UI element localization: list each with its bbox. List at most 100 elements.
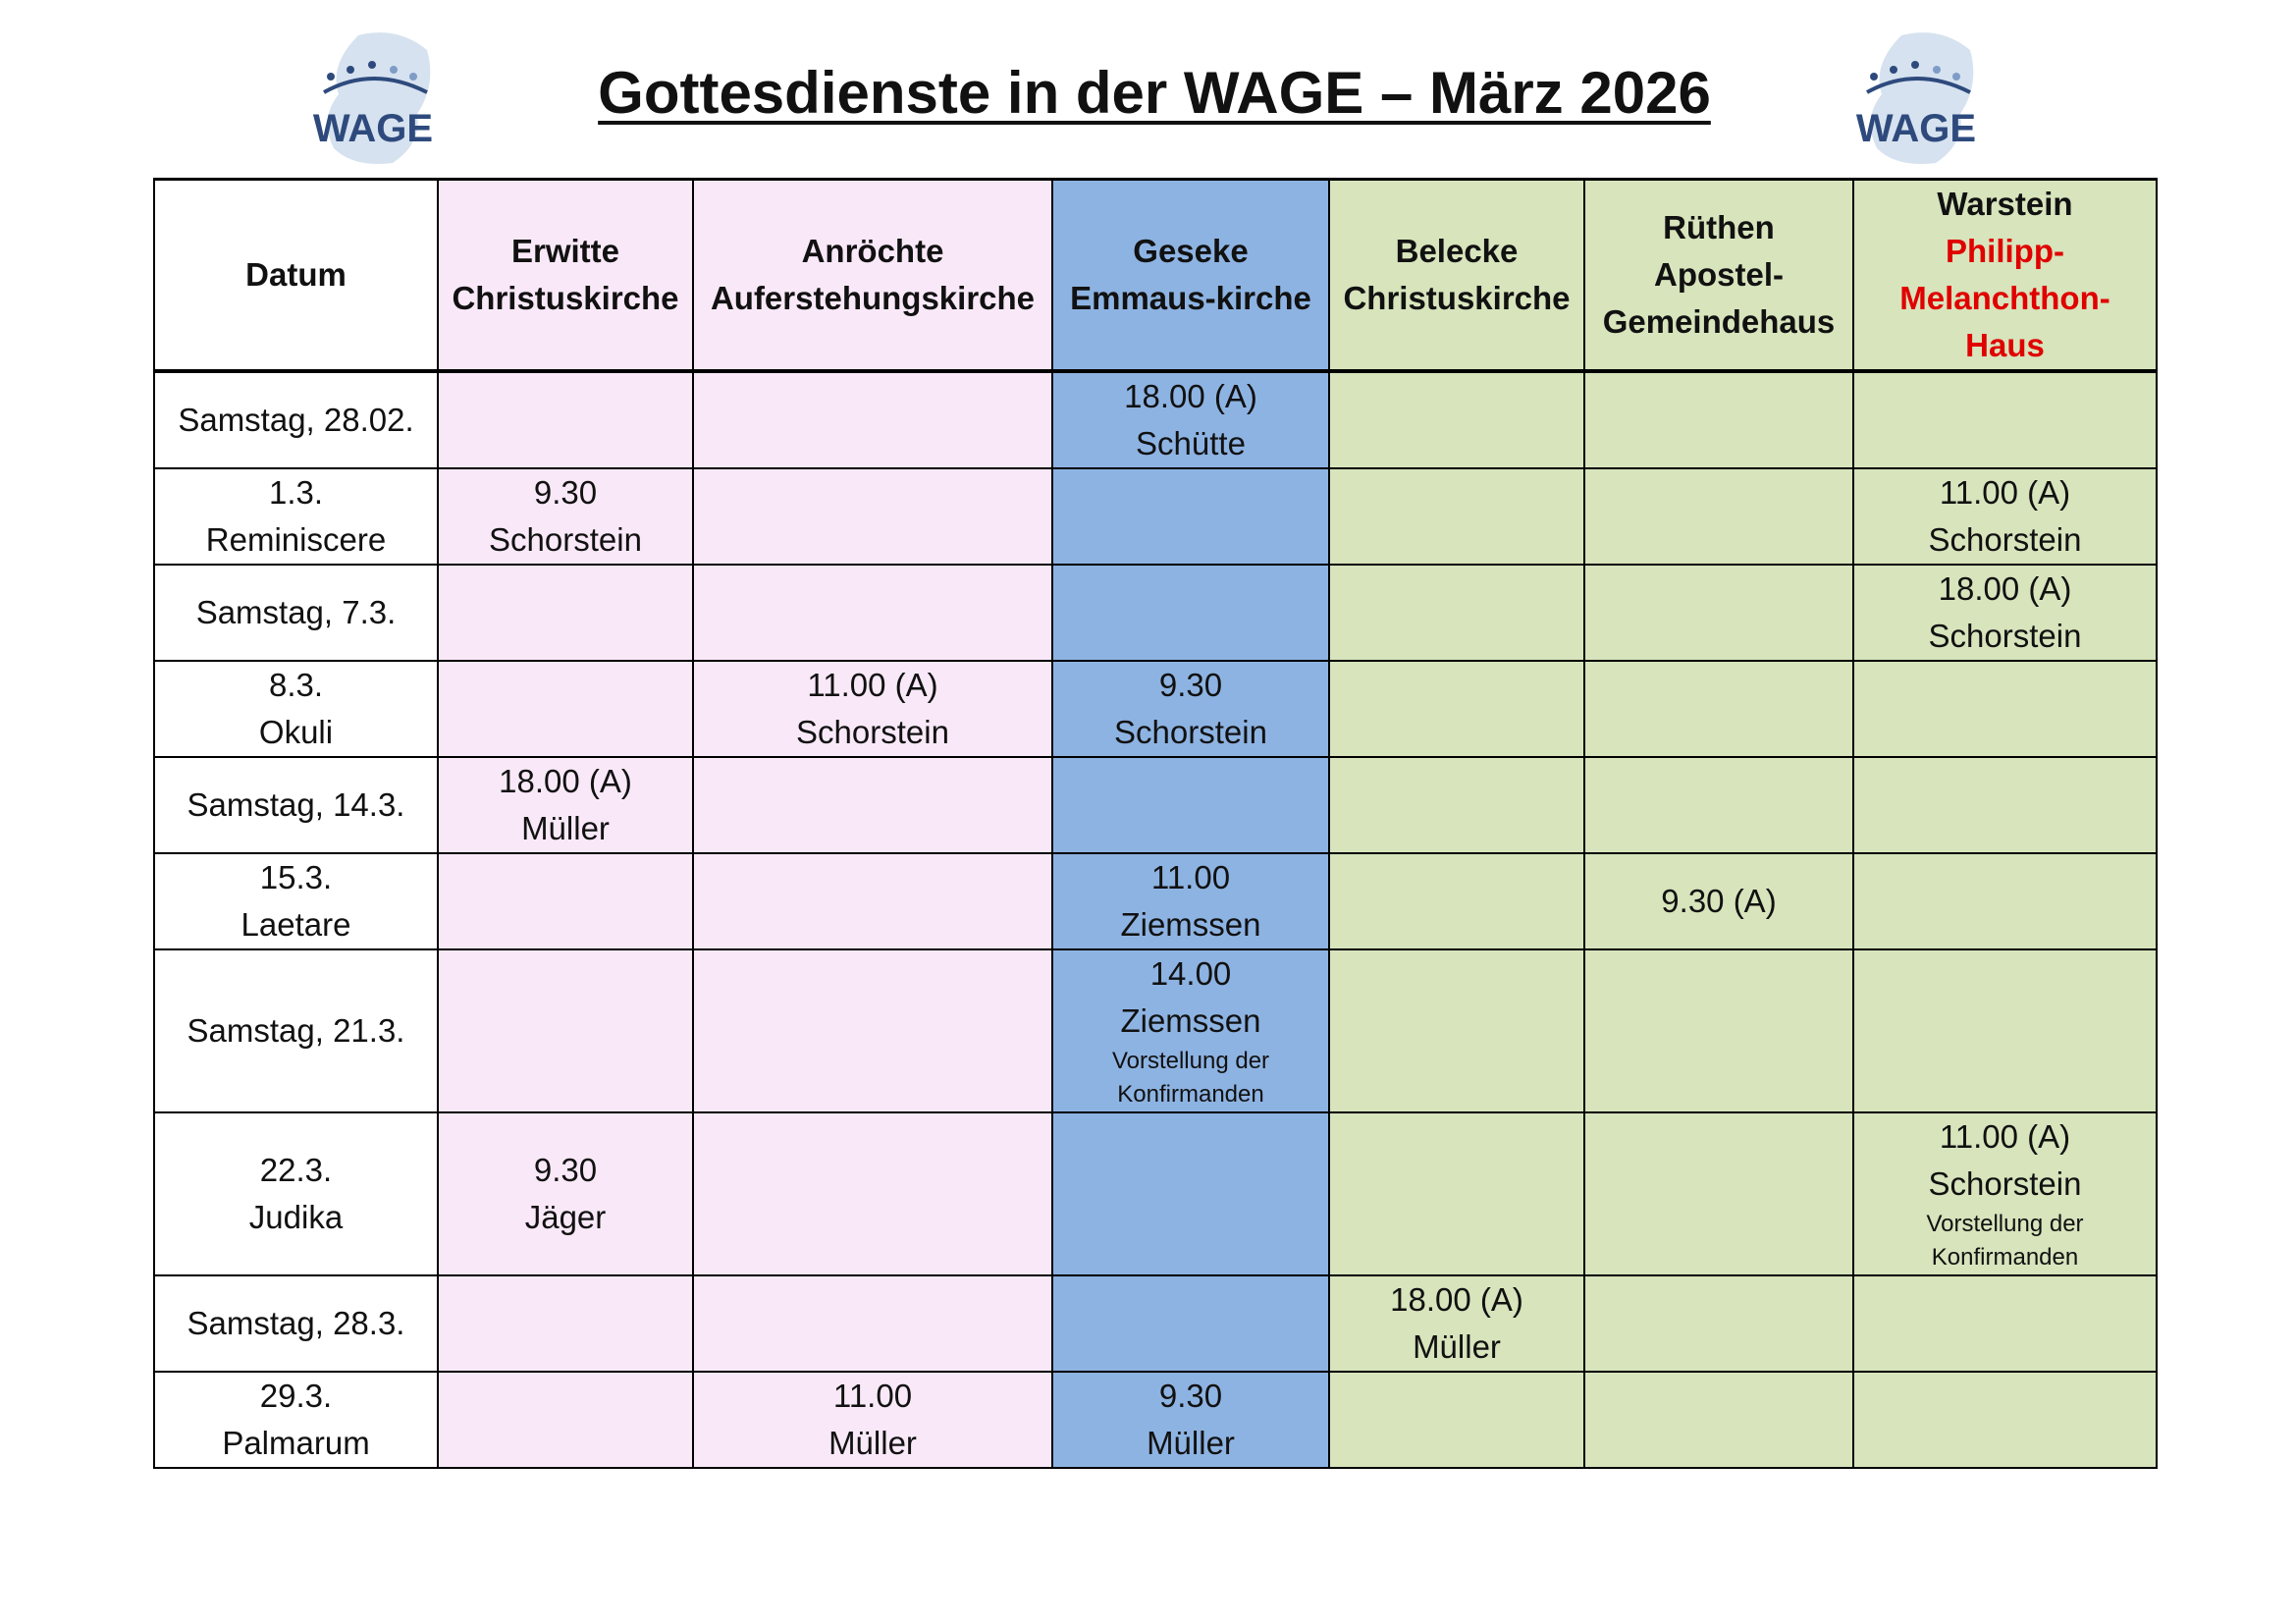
service-time: 14.00 (1149, 955, 1232, 992)
service-cell-anroechte (692, 1111, 1053, 1276)
preacher-name: Müller (1147, 1425, 1235, 1461)
table-row: Samstag, 21.3. 14.00 Ziemssen Vorstellung d… (153, 948, 2158, 1113)
preacher-name: Schorstein (1928, 1165, 2082, 1202)
service-cell-anroechte: 11.00 Müller (692, 1371, 1053, 1469)
date-text: Samstag, 28.3. (187, 1305, 405, 1341)
service-cell-warstein (1852, 852, 2158, 950)
service-cell-belecke (1328, 1111, 1585, 1276)
table-row: Samstag, 28.02. 18.00 (A) Schütte (153, 370, 2158, 469)
service-cell-anroechte (692, 756, 1053, 854)
date-text: Samstag, 28.02. (178, 402, 414, 438)
service-time: 11.00 (832, 1378, 913, 1414)
date-text: Samstag, 21.3. (187, 1012, 405, 1049)
service-cell-geseke: 11.00 Ziemssen (1051, 852, 1330, 950)
column-header-warstein: Warstein Philipp- Melanchthon- Haus (1852, 178, 2158, 373)
header-text-highlight: Philipp- (1946, 233, 2064, 269)
column-header-erwitte: Erwitte Christuskirche (437, 178, 694, 373)
service-schedule-table: Datum Erwitte Christuskirche Anröchte Aufers… (153, 178, 2158, 1469)
date-cell: 15.3. Laetare (153, 852, 439, 950)
service-cell-anroechte (692, 467, 1053, 566)
header-text: Belecke (1395, 233, 1519, 269)
service-cell-belecke (1328, 756, 1585, 854)
service-cell-warstein: 18.00 (A) Schorstein (1852, 564, 2158, 662)
service-cell-ruethen (1583, 370, 1854, 469)
service-time: 18.00 (A) (1124, 378, 1257, 414)
service-cell-erwitte (437, 852, 694, 950)
service-cell-ruethen (1583, 467, 1854, 566)
service-cell-belecke: 18.00 (A) Müller (1328, 1274, 1585, 1373)
service-cell-warstein (1852, 370, 2158, 469)
service-cell-geseke (1051, 564, 1330, 662)
header-text: Warstein (1937, 186, 2073, 222)
header-text: Gemeindehaus (1602, 303, 1836, 340)
service-cell-belecke (1328, 1371, 1585, 1469)
date-cell: Samstag, 7.3. (153, 564, 439, 662)
service-cell-ruethen (1583, 756, 1854, 854)
service-cell-geseke (1051, 756, 1330, 854)
service-cell-belecke (1328, 948, 1585, 1113)
service-cell-erwitte (437, 948, 694, 1113)
service-cell-anroechte (692, 1274, 1053, 1373)
service-time: 9.30 (A) (1661, 883, 1777, 919)
svg-text:WAGE: WAGE (1856, 107, 1976, 150)
preacher-name: Schorstein (796, 714, 949, 750)
service-time: 18.00 (A) (1938, 570, 2072, 607)
table-row: 1.3. Reminiscere 9.30 Schorstein 11.00 (A) Sc… (153, 467, 2158, 566)
preacher-name: Ziemssen (1120, 1002, 1261, 1039)
date-text: 22.3. (259, 1152, 333, 1188)
date-cell: 29.3. Palmarum (153, 1371, 439, 1469)
service-time: 11.00 (A) (807, 667, 938, 703)
table-row: Samstag, 14.3. 18.00 (A) Müller (153, 756, 2158, 854)
column-header-ruethen: Rüthen Apostel- Gemeindehaus (1583, 178, 1854, 373)
service-cell-ruethen: 9.30 (A) (1583, 852, 1854, 950)
preacher-name: Müller (1413, 1328, 1501, 1365)
header-row: Datum Erwitte Christuskirche Anröchte Aufers… (153, 178, 2158, 373)
header-text: Emmaus-kirche (1070, 280, 1311, 316)
date-text: Judika (248, 1199, 344, 1235)
service-time: 11.00 (1150, 859, 1231, 895)
preacher-name: Schorstein (1114, 714, 1267, 750)
service-cell-anroechte: 11.00 (A) Schorstein (692, 660, 1053, 758)
header-text: Auferstehungskirche (710, 280, 1036, 316)
service-cell-anroechte (692, 564, 1053, 662)
date-text: Palmarum (222, 1425, 370, 1461)
wage-logo-right: WAGE (1852, 26, 1980, 168)
date-cell: 8.3. Okuli (153, 660, 439, 758)
date-text: 15.3. (259, 859, 333, 895)
service-cell-belecke (1328, 564, 1585, 662)
header-text: Datum (245, 256, 347, 293)
preacher-name: Schorstein (489, 521, 642, 558)
header-text: Rüthen (1663, 209, 1775, 245)
service-cell-ruethen (1583, 948, 1854, 1113)
preacher-name: Müller (828, 1425, 917, 1461)
table-row: 29.3. Palmarum 11.00 Müller 9.30 Müller (153, 1371, 2158, 1469)
service-cell-belecke (1328, 467, 1585, 566)
service-cell-geseke: 14.00 Ziemssen Vorstellung der Konfirmande… (1051, 948, 1330, 1113)
service-cell-geseke: 18.00 (A) Schütte (1051, 370, 1330, 469)
service-time: 9.30 (1158, 667, 1223, 703)
service-cell-erwitte: 9.30 Schorstein (437, 467, 694, 566)
page-title: Gottesdienste in der WAGE – März 2026 (598, 60, 1711, 126)
service-cell-warstein (1852, 948, 2158, 1113)
date-cell: Samstag, 14.3. (153, 756, 439, 854)
service-cell-erwitte: 18.00 (A) Müller (437, 756, 694, 854)
date-text: Laetare (240, 906, 351, 943)
table-row: Samstag, 28.3. 18.00 (A) Müller (153, 1274, 2158, 1373)
service-cell-warstein: 11.00 (A) Schorstein (1852, 467, 2158, 566)
preacher-name: Schütte (1136, 425, 1246, 461)
service-cell-erwitte (437, 564, 694, 662)
service-time: 9.30 (533, 474, 598, 511)
svg-text:WAGE: WAGE (313, 107, 433, 150)
service-time: 11.00 (A) (1939, 1118, 2071, 1155)
service-note: Vorstellung der Konfirmanden (1926, 1211, 2084, 1271)
column-header-geseke: Geseke Emmaus-kirche (1051, 178, 1330, 373)
service-cell-warstein (1852, 1274, 2158, 1373)
service-cell-ruethen (1583, 1274, 1854, 1373)
column-header-datum: Datum (153, 178, 439, 373)
preacher-name: Schorstein (1928, 618, 2082, 654)
service-cell-erwitte (437, 1274, 694, 1373)
date-text: 1.3. (268, 474, 324, 511)
date-cell: Samstag, 28.02. (153, 370, 439, 469)
date-text: 29.3. (259, 1378, 333, 1414)
date-text: Okuli (258, 714, 334, 750)
